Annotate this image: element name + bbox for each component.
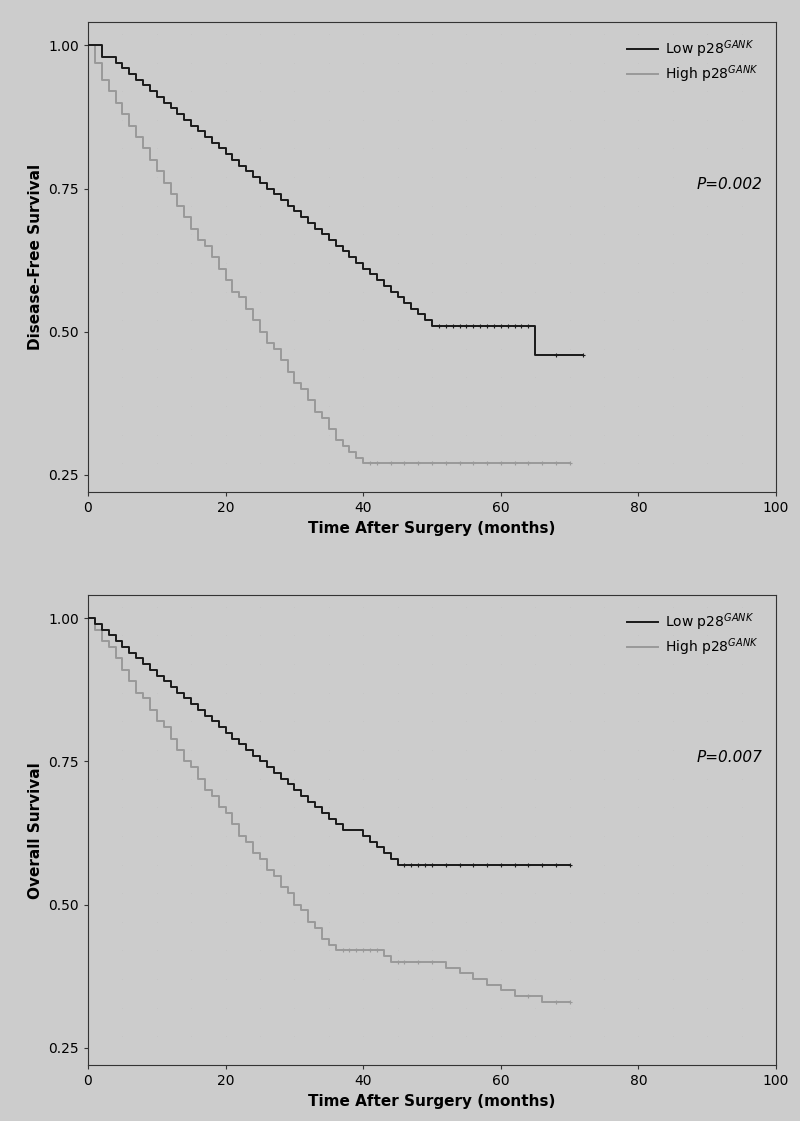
Text: P=0.007: P=0.007 [696,750,762,766]
Y-axis label: Overall Survival: Overall Survival [28,762,42,899]
X-axis label: Time After Surgery (months): Time After Surgery (months) [308,1093,556,1109]
Legend: Low p28$^{GANK}$, High p28$^{GANK}$: Low p28$^{GANK}$, High p28$^{GANK}$ [623,34,762,89]
Text: P=0.002: P=0.002 [696,177,762,193]
Legend: Low p28$^{GANK}$, High p28$^{GANK}$: Low p28$^{GANK}$, High p28$^{GANK}$ [623,606,762,663]
X-axis label: Time After Surgery (months): Time After Surgery (months) [308,520,556,536]
Y-axis label: Disease-Free Survival: Disease-Free Survival [28,164,42,350]
